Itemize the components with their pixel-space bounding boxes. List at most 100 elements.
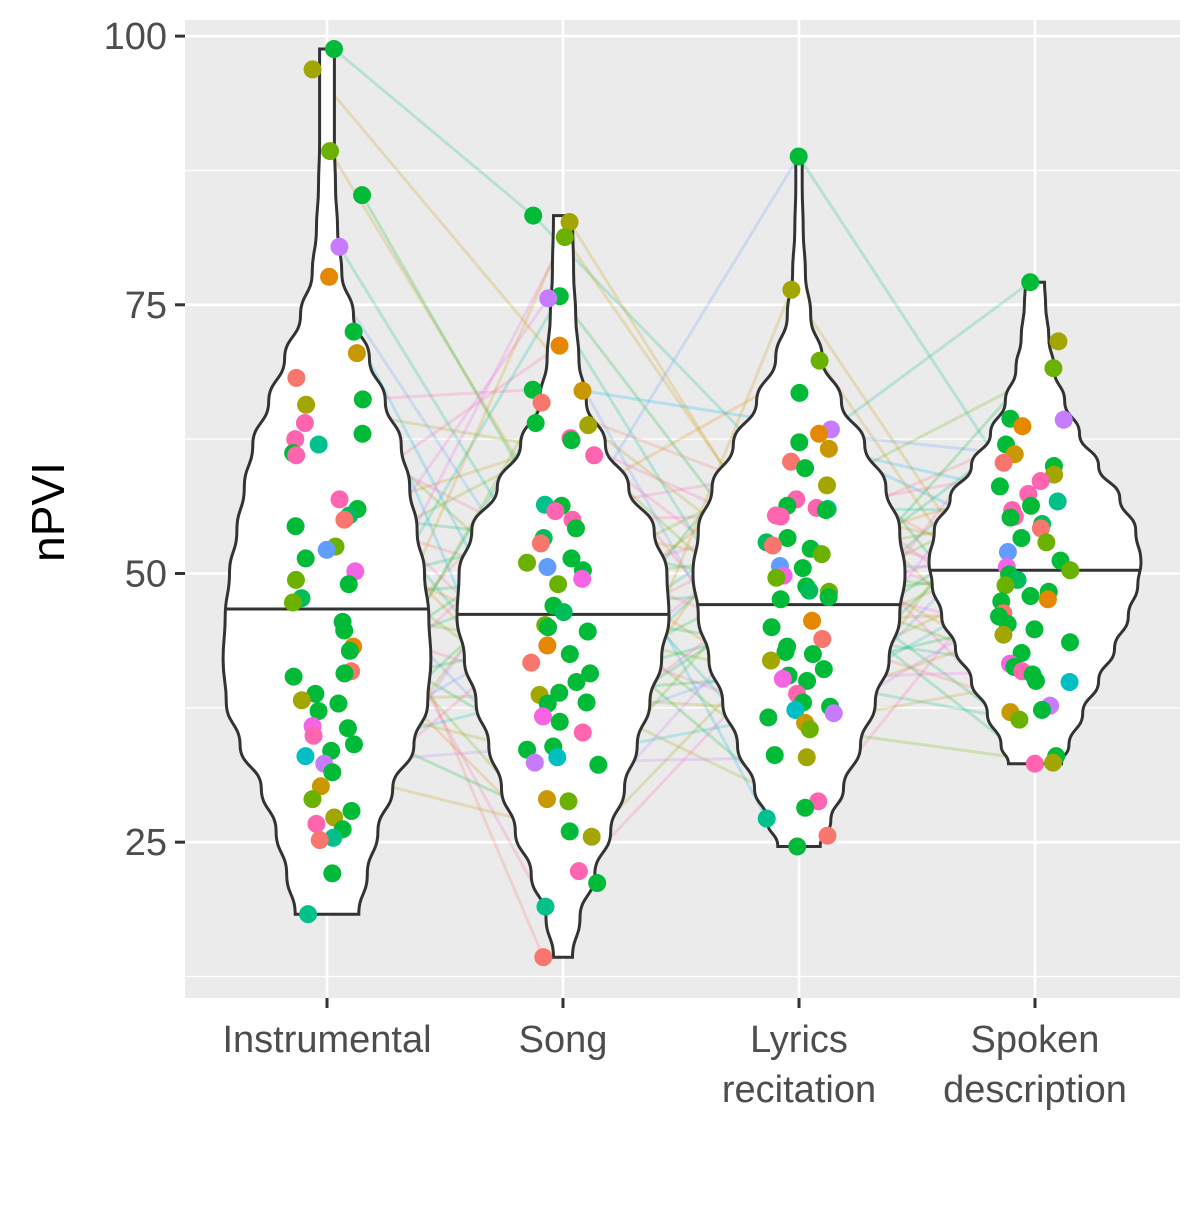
data-point	[793, 559, 812, 578]
data-point	[1037, 533, 1056, 552]
data-point	[306, 684, 325, 703]
data-point	[309, 702, 328, 721]
data-point	[813, 630, 832, 649]
data-point	[577, 693, 596, 712]
data-point	[347, 344, 366, 363]
data-point	[548, 748, 567, 767]
data-point	[588, 874, 607, 893]
data-point	[299, 905, 318, 924]
data-point	[539, 618, 558, 637]
data-point	[554, 603, 573, 622]
data-point	[1012, 529, 1031, 548]
data-point	[1045, 465, 1064, 484]
data-point	[1021, 587, 1040, 606]
data-point	[818, 826, 837, 845]
data-point	[537, 790, 556, 809]
data-point	[767, 568, 786, 587]
data-point	[317, 540, 336, 559]
data-point	[585, 446, 604, 465]
data-point	[996, 576, 1015, 595]
data-point	[803, 611, 822, 630]
data-point	[353, 424, 372, 443]
x-axis: Instrumental Song Lyrics recitation Spoken de…	[222, 998, 1127, 1111]
data-point	[531, 534, 550, 553]
data-point	[550, 712, 569, 731]
x-tick-label: Spoken	[971, 1019, 1100, 1061]
data-point	[1031, 472, 1050, 491]
data-point	[790, 383, 809, 402]
data-point	[560, 645, 579, 664]
data-point	[589, 755, 608, 774]
y-tick-label: 50	[125, 553, 167, 595]
data-point	[344, 322, 363, 341]
data-point	[797, 748, 816, 767]
data-point	[296, 549, 315, 568]
data-point	[566, 519, 585, 538]
data-point	[320, 267, 339, 286]
data-point	[526, 414, 545, 433]
data-point	[555, 228, 574, 247]
y-axis: 25 50 75 100	[104, 16, 185, 864]
data-point	[765, 746, 784, 765]
data-point	[330, 490, 349, 509]
data-point	[353, 186, 372, 205]
data-point	[757, 809, 776, 828]
data-point	[1021, 273, 1040, 292]
paired-line	[311, 68, 584, 392]
data-point	[330, 237, 349, 256]
data-point	[796, 459, 815, 478]
data-point	[324, 828, 343, 847]
data-point	[1061, 561, 1080, 580]
data-point	[1061, 633, 1080, 652]
data-point	[532, 393, 551, 412]
data-point	[1044, 359, 1063, 378]
y-axis-title: nPVI	[22, 462, 74, 562]
data-point	[335, 510, 354, 529]
data-point	[1012, 644, 1031, 663]
data-point	[819, 588, 838, 607]
data-point	[1013, 417, 1032, 436]
data-point	[812, 545, 831, 564]
data-point	[292, 691, 311, 710]
data-point	[762, 618, 781, 637]
data-point	[335, 664, 354, 683]
data-point	[538, 558, 557, 577]
data-point	[560, 213, 579, 232]
data-point	[569, 862, 588, 881]
data-point	[307, 814, 326, 833]
data-point	[824, 704, 843, 723]
data-point	[286, 517, 305, 536]
data-point	[323, 864, 342, 883]
data-point	[329, 694, 348, 713]
data-point	[311, 777, 330, 796]
x-tick-label: Song	[519, 1019, 608, 1061]
data-point	[523, 380, 542, 399]
data-point	[1060, 673, 1079, 692]
data-point	[304, 726, 323, 745]
data-point	[546, 502, 565, 521]
data-point	[573, 723, 592, 742]
y-tick-label: 75	[125, 285, 167, 327]
data-point	[759, 708, 778, 727]
data-point	[286, 570, 305, 589]
data-point	[1025, 754, 1044, 773]
x-tick-label: Instrumental	[222, 1019, 431, 1061]
y-tick-label: 100	[104, 16, 167, 58]
data-point	[533, 707, 552, 726]
data-point	[342, 801, 361, 820]
data-point	[1054, 410, 1073, 429]
violin-instrumental	[221, 47, 433, 916]
x-tick-label: description	[943, 1069, 1127, 1111]
data-point	[1044, 753, 1063, 772]
data-point	[562, 549, 581, 568]
data-point	[819, 439, 838, 458]
data-points	[283, 40, 1080, 967]
data-point	[338, 719, 357, 738]
data-point	[782, 452, 801, 471]
data-point	[1049, 332, 1068, 351]
data-point	[1021, 496, 1040, 515]
data-point	[581, 664, 600, 683]
data-point	[1038, 590, 1057, 609]
